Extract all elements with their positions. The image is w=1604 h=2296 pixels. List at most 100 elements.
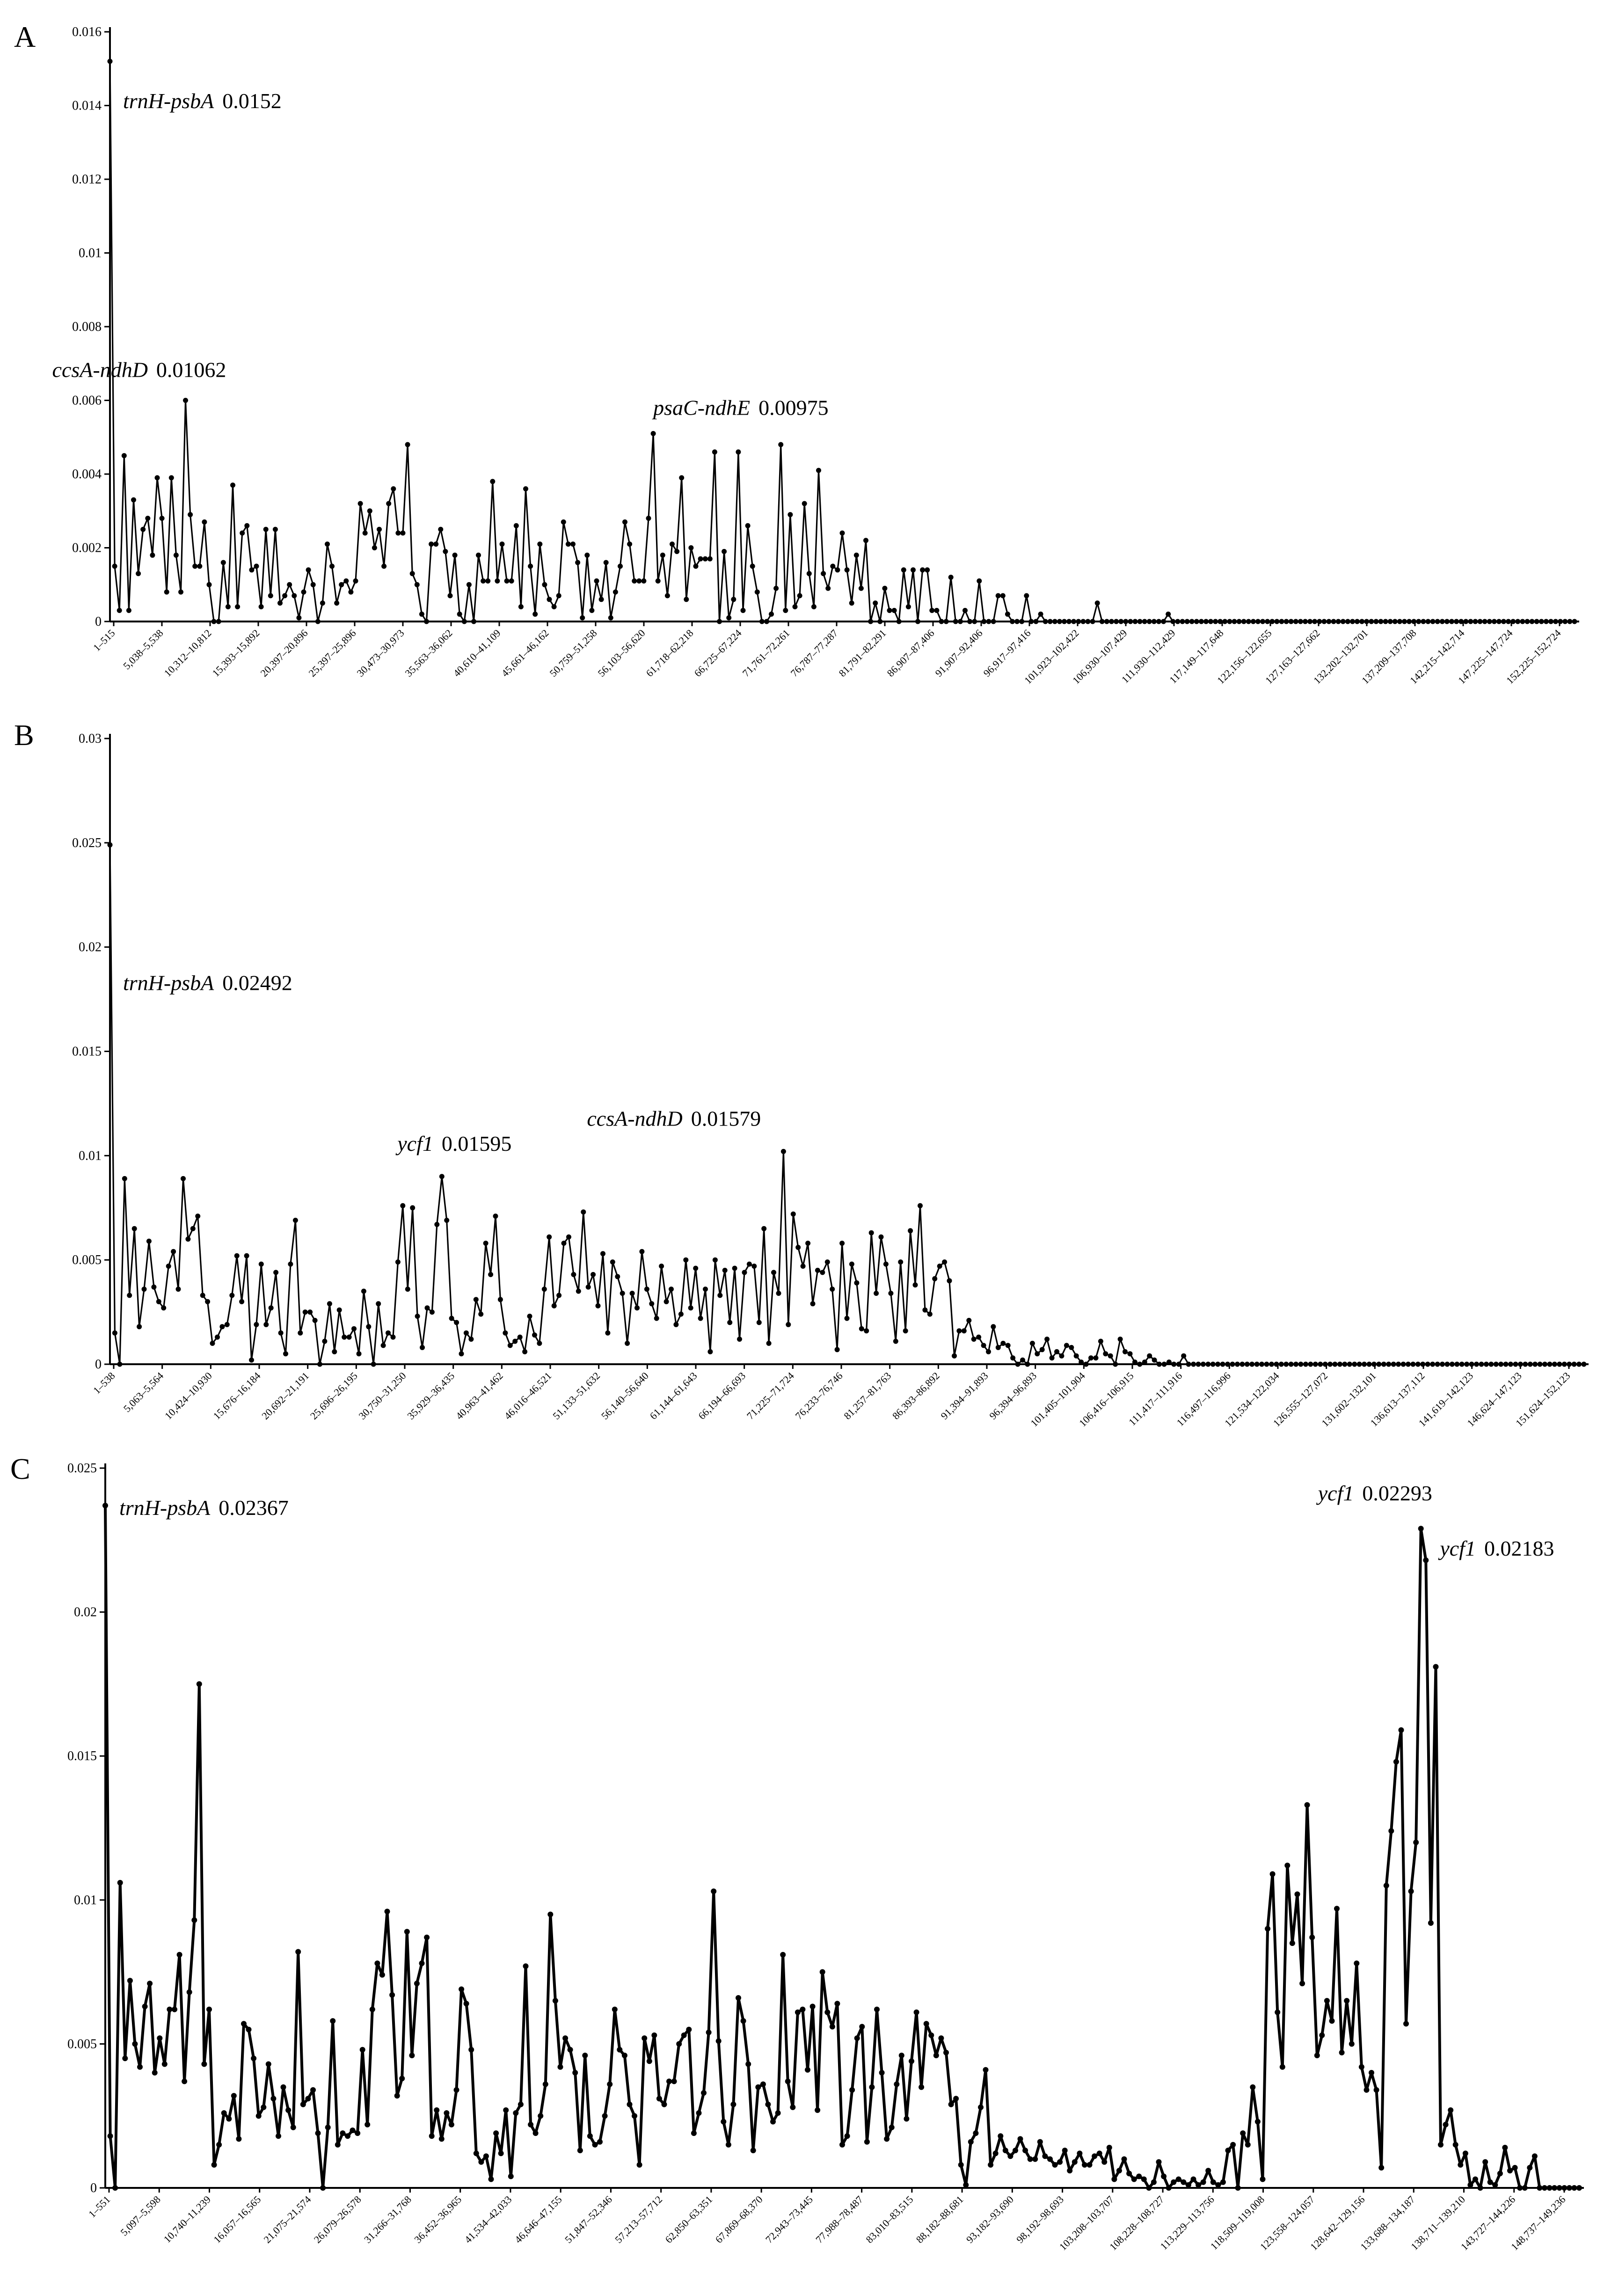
data-point xyxy=(1077,2150,1083,2157)
data-point xyxy=(1220,1361,1225,1367)
data-point xyxy=(231,2093,237,2099)
data-point xyxy=(239,1299,245,1304)
data-point xyxy=(1474,1361,1479,1367)
data-point xyxy=(150,552,155,558)
data-point xyxy=(1175,2176,1181,2182)
data-point xyxy=(1098,1338,1103,1344)
data-point xyxy=(276,2133,281,2139)
data-point xyxy=(792,604,798,609)
data-point xyxy=(1558,619,1563,624)
data-point xyxy=(1449,619,1454,624)
data-point xyxy=(1411,619,1417,624)
data-point xyxy=(679,475,685,481)
data-point xyxy=(107,2133,113,2139)
data-point xyxy=(518,2101,524,2107)
data-point xyxy=(1520,619,1525,624)
data-point xyxy=(495,578,500,584)
data-point xyxy=(1037,2139,1043,2145)
data-point xyxy=(1260,619,1266,624)
data-point xyxy=(1428,1920,1434,1926)
data-point xyxy=(1255,619,1261,624)
data-point xyxy=(394,2093,400,2099)
data-point xyxy=(1099,619,1105,624)
data-point xyxy=(1344,1998,1350,2004)
data-point xyxy=(585,1284,591,1290)
data-point xyxy=(1101,2159,1108,2165)
data-point xyxy=(603,560,609,565)
data-point xyxy=(1425,619,1431,624)
data-point xyxy=(1581,1361,1587,1367)
data-point xyxy=(285,2107,292,2113)
data-point xyxy=(610,1259,615,1265)
data-point xyxy=(1052,2162,1058,2168)
data-point xyxy=(1288,619,1294,624)
data-point xyxy=(1071,619,1077,624)
data-point xyxy=(1106,2144,1112,2150)
data-point xyxy=(1288,1361,1294,1367)
data-point xyxy=(878,1234,884,1240)
x-tick-label: 5,063–5,564 xyxy=(121,1370,166,1414)
panel-letter: A xyxy=(14,20,36,53)
x-tick-label: 86,907–87,406 xyxy=(885,627,937,679)
data-point xyxy=(258,1261,264,1267)
y-tick-label: 0.03 xyxy=(79,731,102,746)
data-point xyxy=(483,1241,488,1246)
data-point xyxy=(1477,2185,1483,2191)
data-point xyxy=(765,2101,771,2107)
data-point xyxy=(532,2130,539,2136)
data-point xyxy=(433,541,439,547)
data-point xyxy=(664,593,670,599)
data-point xyxy=(730,2101,736,2107)
data-point xyxy=(244,523,250,528)
data-point xyxy=(849,1261,854,1267)
data-point xyxy=(156,1299,161,1304)
peak-annotation: trnH-psbA 0.0152 xyxy=(123,89,282,113)
data-point xyxy=(740,2018,746,2024)
data-point xyxy=(365,2121,371,2128)
data-point xyxy=(736,449,741,455)
data-point xyxy=(498,2150,504,2157)
data-point xyxy=(419,1960,425,1967)
data-point xyxy=(1312,619,1318,624)
data-point xyxy=(1010,619,1015,624)
data-point xyxy=(981,619,987,624)
data-point xyxy=(636,578,642,584)
data-point xyxy=(927,1311,933,1317)
data-point xyxy=(1205,2168,1211,2174)
data-point xyxy=(1044,1337,1050,1342)
data-point xyxy=(742,1270,747,1275)
data-point xyxy=(1527,1361,1533,1367)
data-point xyxy=(420,1345,425,1350)
data-point xyxy=(225,604,231,609)
data-point xyxy=(1137,1361,1143,1367)
data-point xyxy=(1418,1526,1424,1532)
data-point xyxy=(1378,619,1384,624)
data-point xyxy=(627,2101,633,2107)
data-point xyxy=(395,1259,401,1265)
data-point xyxy=(1010,1355,1016,1361)
data-point xyxy=(958,2162,964,2168)
data-point xyxy=(386,501,392,506)
peak-gene-name: ycf1 xyxy=(1438,1536,1476,1560)
data-point xyxy=(650,431,656,436)
data-point xyxy=(476,552,481,558)
data-point xyxy=(1279,2064,1285,2070)
x-tick-label: 10,424–10,930 xyxy=(162,1370,214,1422)
data-point xyxy=(159,516,165,521)
y-tick-label: 0.014 xyxy=(72,99,102,113)
data-point xyxy=(1047,2156,1053,2162)
panel-a: A 0 0.002 0.004 0.006 0.008 0.01 0.012 0.014 0.01… xyxy=(14,20,1579,686)
data-point xyxy=(1294,1891,1300,1897)
data-point xyxy=(448,2121,454,2128)
data-point xyxy=(1274,1361,1279,1367)
data-point xyxy=(1121,2156,1127,2162)
data-point xyxy=(131,1226,137,1231)
data-point xyxy=(1373,2087,1379,2093)
data-point xyxy=(302,1309,308,1315)
data-point xyxy=(315,2130,321,2136)
data-point xyxy=(140,526,146,532)
data-point xyxy=(351,1326,357,1331)
x-tick-label: 35,563–36,062 xyxy=(403,627,455,679)
data-point xyxy=(769,611,774,617)
data-point xyxy=(1515,619,1521,624)
